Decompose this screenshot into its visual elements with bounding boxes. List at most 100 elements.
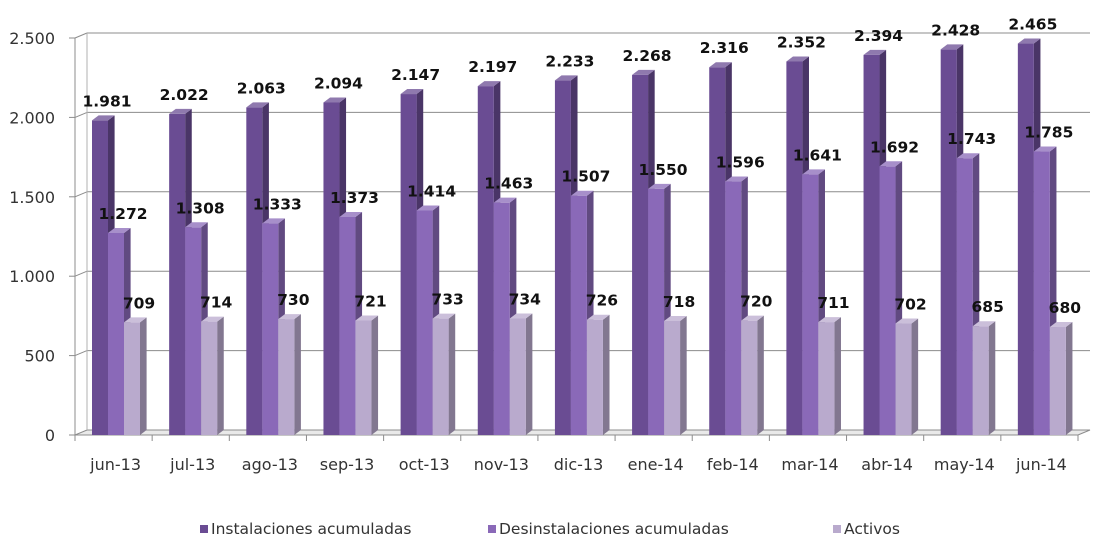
x-axis-tick-labels: jun-13 jul-13 ago-13 sep-13 oct-13 nov-13 dic-… — [89, 455, 1067, 474]
gridline-depth — [74, 111, 88, 118]
bar-front — [432, 318, 449, 435]
bar — [509, 313, 533, 435]
bar-top — [879, 161, 903, 167]
bar-front — [1049, 327, 1066, 435]
bar-side — [680, 315, 687, 435]
bar-top — [262, 218, 285, 224]
bar-top — [818, 317, 841, 323]
data-label: 2.197 — [468, 58, 517, 76]
x-tick-label: abr-14 — [861, 455, 913, 474]
bar-front — [940, 49, 957, 436]
x-tick-label: dic-13 — [554, 455, 604, 474]
bar-top — [201, 316, 224, 322]
bar-side — [911, 318, 919, 435]
bar-top — [278, 314, 301, 320]
bar-top — [586, 314, 610, 320]
bar-front — [664, 320, 681, 435]
data-label: 2.233 — [545, 52, 594, 70]
bar-front — [185, 227, 202, 435]
y-tick-label: 1.500 — [9, 188, 55, 207]
data-label: 1.373 — [330, 189, 379, 207]
x-tick-label: ene-14 — [628, 455, 684, 474]
data-label: 726 — [586, 292, 618, 310]
bar-front — [709, 67, 726, 435]
data-label: 702 — [894, 296, 926, 314]
data-label: 1.333 — [253, 195, 302, 213]
bar-top — [741, 315, 764, 321]
data-label: 2.063 — [237, 79, 286, 97]
bar-top — [570, 190, 594, 196]
bar-top — [323, 97, 347, 103]
bar-top — [1033, 146, 1057, 152]
bar-front — [570, 195, 587, 435]
bar-top — [92, 115, 115, 121]
data-label: 1.743 — [947, 130, 996, 148]
bar-front — [262, 223, 279, 435]
bar-front — [323, 102, 340, 435]
x-tick-label: nov-13 — [474, 455, 529, 474]
legend-swatch — [833, 525, 841, 533]
gridline-depth — [74, 350, 88, 357]
gridline-depth — [74, 191, 88, 198]
data-label: 685 — [972, 298, 1004, 316]
bar — [664, 315, 687, 435]
data-label: 1.550 — [639, 161, 688, 179]
data-label: 2.268 — [623, 47, 672, 65]
bar-top — [185, 222, 208, 228]
bar-top — [863, 49, 887, 55]
data-label: 718 — [663, 293, 695, 311]
bar-front — [169, 113, 186, 435]
bar — [201, 316, 224, 435]
bar-top — [169, 108, 192, 114]
bar-front — [92, 120, 108, 435]
bar-top — [664, 315, 687, 321]
bar-front — [895, 323, 912, 435]
bar-top — [493, 197, 517, 203]
bar-front — [400, 94, 417, 435]
data-label: 2.352 — [777, 34, 826, 52]
bar-top — [895, 318, 919, 324]
bar-top — [400, 89, 424, 95]
x-tick-label: sep-13 — [320, 455, 374, 474]
x-tick-label: oct-13 — [399, 455, 450, 474]
y-tick-label: 2.500 — [9, 29, 55, 48]
bar-top — [554, 75, 578, 81]
bar-front — [741, 320, 758, 435]
bar-front — [108, 233, 124, 435]
bar-top — [802, 169, 825, 175]
bar-side — [757, 315, 764, 435]
data-label: 709 — [123, 294, 155, 312]
bar-front — [493, 202, 510, 435]
bar-side — [448, 313, 456, 435]
data-label: 680 — [1049, 299, 1082, 317]
bar-top — [709, 62, 732, 68]
bar-front — [355, 320, 372, 435]
bar-front — [818, 322, 835, 435]
data-label: 2.394 — [854, 27, 903, 45]
bar-top — [786, 56, 809, 62]
bar-top — [940, 44, 964, 50]
data-label: 1.596 — [716, 154, 765, 172]
data-label: 734 — [509, 290, 542, 308]
bar-side — [602, 314, 610, 435]
x-tick-label: mar-14 — [781, 455, 838, 474]
x-tick-label: ago-13 — [242, 455, 298, 474]
data-label: 1.692 — [870, 138, 919, 156]
bar — [741, 315, 764, 435]
bar-side — [217, 316, 224, 435]
x-tick-label: feb-14 — [707, 455, 759, 474]
bar-side — [371, 315, 379, 435]
x-tick-label: jun-14 — [1015, 455, 1067, 474]
bar-top — [632, 69, 655, 75]
bars — [92, 38, 1073, 436]
legend-swatch — [488, 525, 496, 533]
bar — [355, 315, 379, 435]
bar-front — [201, 321, 218, 435]
y-tick-label: 2.000 — [9, 108, 55, 127]
bar-top — [956, 153, 980, 159]
bar-front — [1017, 43, 1034, 436]
bar-front — [786, 61, 803, 435]
gridline-depth — [74, 270, 88, 277]
legend-item: Instalaciones acumuladas — [200, 520, 412, 538]
x-tick-label: may-14 — [934, 455, 995, 474]
